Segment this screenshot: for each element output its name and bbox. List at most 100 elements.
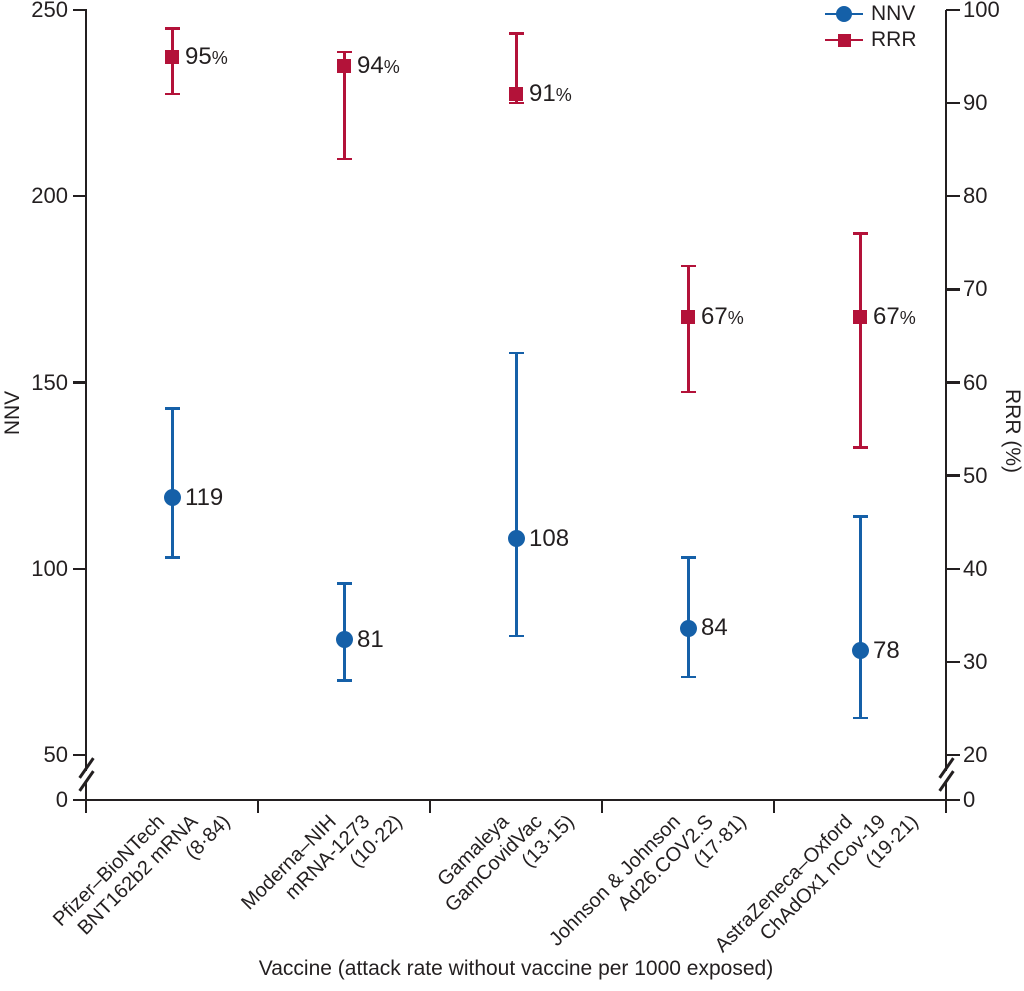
point-value-label: 78 <box>873 637 900 665</box>
nnv-marker <box>851 642 869 660</box>
y-axis-right-tick <box>945 567 960 570</box>
nnv-error-cap-low <box>680 675 696 679</box>
nnv-marker <box>507 530 525 548</box>
rrr-error-cap-high <box>164 27 180 30</box>
y-axis-left-tick-label: 50 <box>43 742 68 767</box>
nnv-error-cap-low <box>164 556 180 559</box>
legend-label: RRR <box>871 28 917 51</box>
nnv-error-cap-high <box>680 556 696 559</box>
x-axis-tick <box>772 799 776 813</box>
y-axis-right-tick-label: 80 <box>963 183 988 209</box>
rrr-error-bar <box>342 51 346 159</box>
x-axis-tick <box>944 799 948 813</box>
point-value-label: 91% <box>529 80 572 108</box>
rrr-error-cap-low <box>336 157 352 161</box>
x-axis-tick <box>256 799 260 813</box>
point-value-label: 119 <box>185 484 223 512</box>
y-axis-left-tick-label: 150 <box>31 369 68 395</box>
point-value-label: 95% <box>185 43 228 71</box>
nnv-error-bar <box>170 408 174 558</box>
y-axis-left-tick <box>72 8 87 12</box>
y-axis-left-tick-label: 100 <box>31 555 68 581</box>
y-axis-right-title: RRR (%) <box>1001 389 1024 473</box>
point-value-unit: % <box>383 56 400 77</box>
y-axis-right-tick <box>945 8 960 12</box>
y-axis-right-tick <box>945 381 960 384</box>
nnv-error-bar <box>858 516 862 718</box>
y-axis-left-tick <box>72 798 87 802</box>
y-axis-right-tick <box>945 195 960 198</box>
point-value-number: 78 <box>873 636 900 664</box>
y-axis-right-tick <box>945 660 960 664</box>
legend-label: NNV <box>871 2 916 25</box>
y-axis-left-tick-label: 250 <box>31 0 68 22</box>
point-value-number: 84 <box>701 614 728 642</box>
y-axis-left-tick-label: 0 <box>55 787 68 812</box>
point-value-label: 94% <box>357 52 400 80</box>
axis-break-gap <box>82 771 90 781</box>
rrr-error-cap-high <box>680 264 696 268</box>
y-axis-left-tick <box>72 381 87 384</box>
y-axis-right-tick-label: 30 <box>963 648 988 674</box>
point-value-unit: % <box>899 308 916 329</box>
y-axis-left-line <box>84 10 88 800</box>
y-axis-right-tick <box>945 753 960 757</box>
y-axis-right-line <box>944 10 948 800</box>
point-value-number: 81 <box>357 625 384 653</box>
point-value-unit: % <box>211 47 228 68</box>
y-axis-left-title: NNV <box>1 390 24 436</box>
point-value-number: 119 <box>185 483 224 511</box>
y-axis-left-tick <box>72 195 87 198</box>
rrr-error-bar <box>514 33 518 104</box>
point-value-label: 84 <box>701 614 728 642</box>
nnv-marker <box>679 619 697 637</box>
y-axis-right-tick-label: 90 <box>963 90 988 116</box>
nnv-error-cap-high <box>852 515 868 518</box>
nnv-error-cap-low <box>336 679 352 682</box>
nnv-error-bar <box>514 352 518 636</box>
y-axis-left-tick <box>72 567 87 570</box>
point-value-number: 67 <box>873 303 900 331</box>
rrr-error-cap-high <box>336 50 352 54</box>
rrr-marker <box>509 86 523 101</box>
x-axis-tick <box>428 799 432 813</box>
nnv-marker <box>163 489 181 507</box>
x-axis-tick <box>84 799 88 813</box>
nnv-error-cap-low <box>852 716 868 720</box>
rrr-marker <box>165 49 179 64</box>
point-value-unit: % <box>727 308 744 329</box>
point-value-label: 67% <box>873 303 916 331</box>
rrr-error-cap-low <box>164 92 180 96</box>
x-axis-line <box>84 798 948 802</box>
y-axis-right-tick-label: 70 <box>963 276 988 302</box>
axis-break-gap <box>942 771 950 781</box>
nnv-legend-marker-icon <box>836 6 852 22</box>
rrr-error-cap-low <box>680 390 696 394</box>
rrr-error-cap-low <box>852 446 868 449</box>
y-axis-right-tick-label: 60 <box>963 369 988 395</box>
point-value-number: 91 <box>529 79 556 107</box>
point-value-number: 94 <box>357 51 384 79</box>
y-axis-right-tick-label: 100 <box>963 0 1000 22</box>
y-axis-right-tick-label: 40 <box>963 555 988 581</box>
y-axis-right-tick <box>945 101 960 105</box>
y-axis-left-tick-label: 200 <box>31 183 68 209</box>
rrr-error-bar <box>686 266 690 392</box>
point-value-number: 95 <box>185 42 212 70</box>
rrr-error-cap-high <box>508 32 524 35</box>
nnv-error-cap-high <box>336 582 352 585</box>
legend: NNV RRR <box>820 0 960 56</box>
point-value-label: 67% <box>701 303 744 331</box>
point-value-label: 108 <box>529 525 569 553</box>
nnv-error-cap-high <box>508 351 524 354</box>
point-value-unit: % <box>555 84 572 105</box>
y-axis-right-tick <box>945 798 960 802</box>
rrr-error-cap-high <box>852 232 868 235</box>
x-axis-title: Vaccine (attack rate without vaccine per… <box>258 957 774 980</box>
y-axis-right-tick-label: 0 <box>963 787 976 812</box>
rrr-error-bar <box>858 233 862 448</box>
rrr-marker <box>337 58 351 73</box>
point-value-number: 108 <box>529 524 570 552</box>
